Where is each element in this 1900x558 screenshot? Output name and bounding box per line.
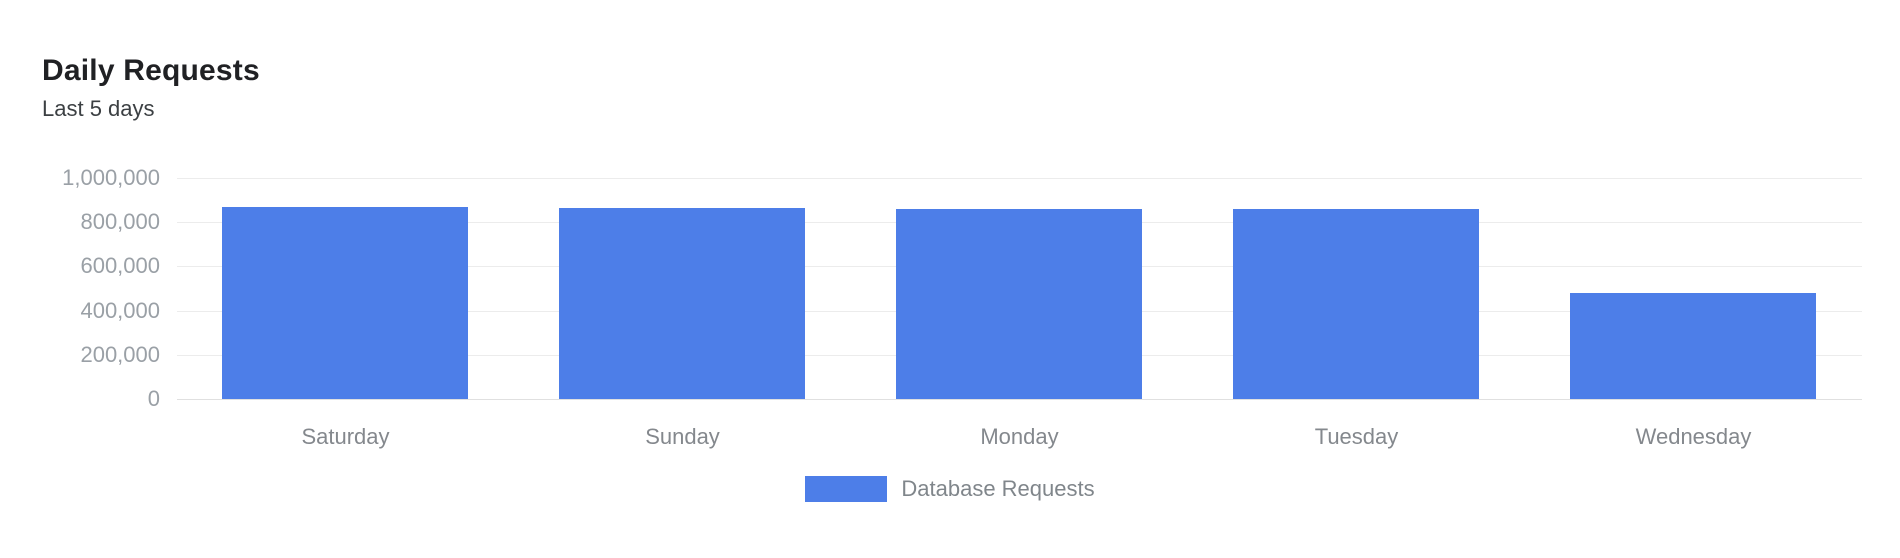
bar-slot-saturday: [177, 178, 514, 399]
bar-tuesday[interactable]: [1233, 209, 1480, 399]
bar-sunday[interactable]: [559, 207, 806, 399]
bar-slot-monday: [851, 178, 1188, 399]
bar-slot-sunday: [514, 178, 851, 399]
chart-title: Daily Requests: [42, 54, 260, 88]
y-tick-label: 1,000,000: [62, 165, 160, 190]
chart-subtitle: Last 5 days: [42, 96, 155, 121]
x-axis-label-monday: Monday: [980, 424, 1059, 449]
bar-slot-wednesday: [1525, 178, 1862, 399]
legend-swatch: [805, 476, 888, 502]
plot-area: [177, 178, 1862, 400]
gridline: [177, 178, 1862, 179]
y-tick-label: 0: [147, 386, 160, 411]
y-tick-label: 600,000: [80, 253, 160, 279]
bar-wednesday[interactable]: [1570, 292, 1817, 399]
y-tick-label: 200,000: [80, 341, 160, 367]
chart-legend: Database Requests: [0, 474, 1900, 504]
legend-label: Database Requests: [901, 476, 1095, 501]
x-axis-label-sunday: Sunday: [645, 424, 720, 449]
gridline: [177, 399, 1862, 400]
x-axis-label-saturday: Saturday: [301, 424, 390, 449]
y-axis-labels: 0 200,000 400,000 600,000 800,000 1,000,000: [0, 167, 160, 410]
bar-slot-tuesday: [1188, 178, 1525, 399]
y-tick-label: 400,000: [80, 297, 160, 323]
x-axis-labels: Saturday Sunday Monday Tuesday Wednesday: [177, 424, 1862, 454]
bar-monday[interactable]: [896, 208, 1143, 399]
bar-chart: 0 200,000 400,000 600,000 800,000 1,000,000: [0, 167, 1900, 410]
y-tick-label: 800,000: [80, 209, 160, 235]
x-axis-label-tuesday: Tuesday: [1314, 424, 1399, 449]
bar-saturday[interactable]: [222, 207, 469, 399]
x-axis-label-wednesday: Wednesday: [1635, 424, 1752, 449]
